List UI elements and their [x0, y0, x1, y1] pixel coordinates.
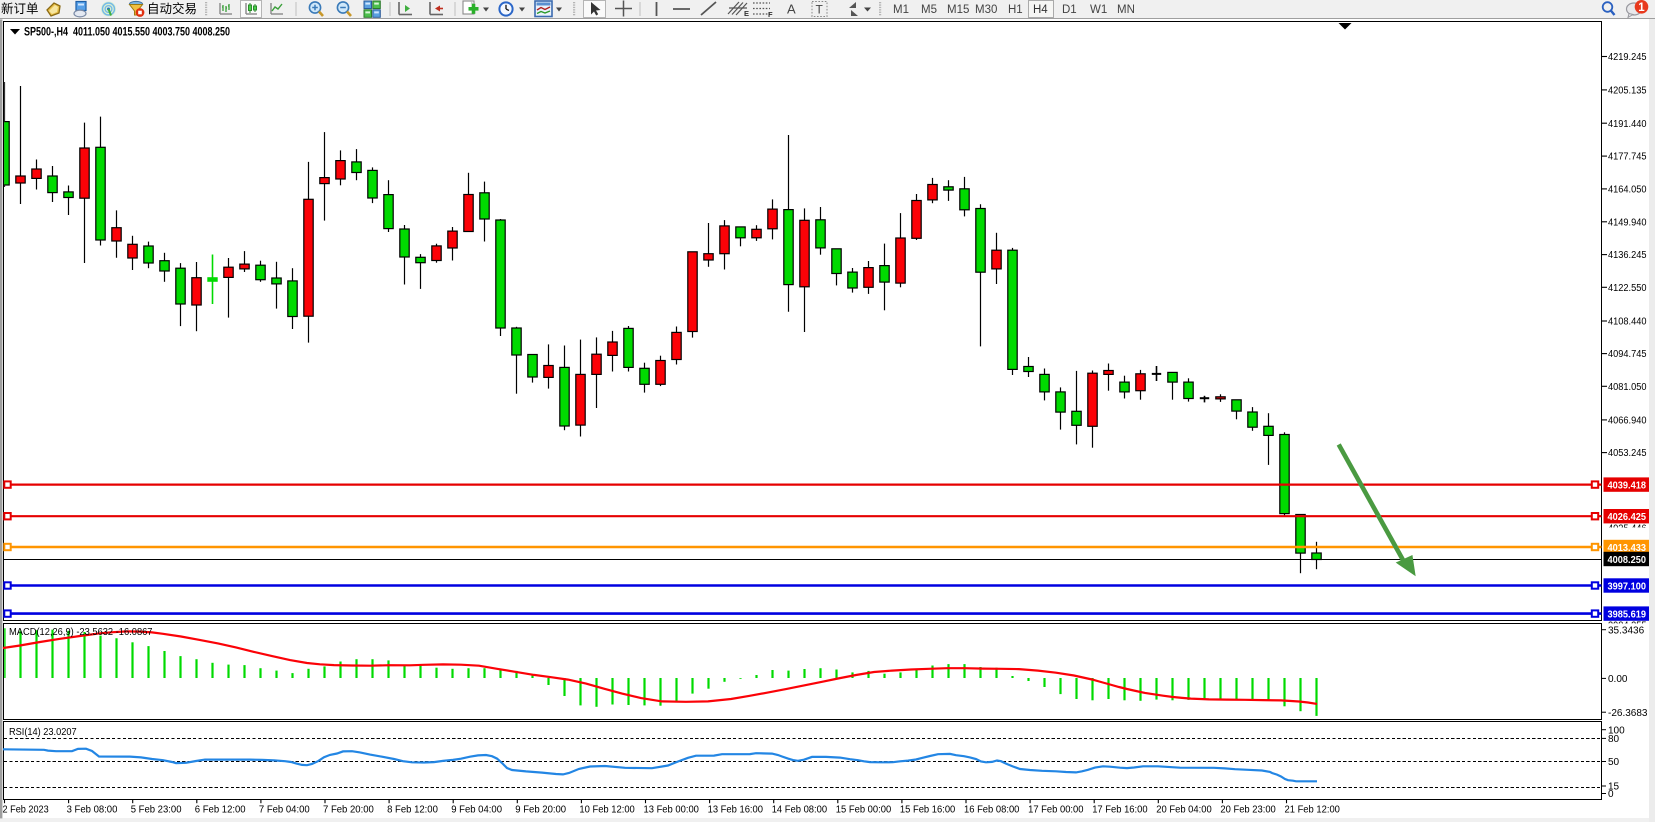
svg-text:M15: M15 — [947, 4, 969, 16]
svg-text:自动交易: 自动交易 — [147, 1, 197, 16]
svg-text:4164.050: 4164.050 — [1608, 185, 1647, 196]
svg-text:W1: W1 — [1090, 4, 1107, 16]
svg-text:4039.418: 4039.418 — [1608, 480, 1647, 492]
svg-text:H4: H4 — [1033, 4, 1048, 16]
svg-text:8 Feb 12:00: 8 Feb 12:00 — [387, 804, 438, 815]
svg-text:35.3436: 35.3436 — [1608, 625, 1645, 636]
svg-text:4026.425: 4026.425 — [1608, 511, 1647, 523]
svg-text:7 Feb 20:00: 7 Feb 20:00 — [323, 804, 374, 815]
svg-text:F: F — [768, 10, 773, 19]
svg-text:T: T — [816, 3, 824, 17]
svg-text:13 Feb 00:00: 13 Feb 00:00 — [644, 804, 700, 815]
svg-text:4219.245: 4219.245 — [1608, 52, 1647, 63]
svg-text:4149.940: 4149.940 — [1608, 217, 1647, 228]
svg-text:4136.245: 4136.245 — [1608, 250, 1647, 261]
svg-text:3 Feb 08:00: 3 Feb 08:00 — [67, 804, 118, 815]
svg-text:D1: D1 — [1062, 4, 1077, 16]
svg-text:3984.355: 3984.355 — [1608, 620, 1647, 631]
svg-text:3997.100: 3997.100 — [1608, 581, 1647, 593]
svg-text:5 Feb 23:00: 5 Feb 23:00 — [131, 804, 182, 815]
svg-text:4177.745: 4177.745 — [1608, 152, 1647, 163]
svg-text:1: 1 — [1638, 2, 1645, 14]
svg-text:15 Feb 16:00: 15 Feb 16:00 — [900, 804, 956, 815]
svg-text:20 Feb 04:00: 20 Feb 04:00 — [1156, 804, 1212, 815]
svg-text:M5: M5 — [921, 4, 937, 16]
svg-text:SP500-,H4 4011.050 4015.550 4: SP500-,H4 4011.050 4015.550 4003.750 400… — [24, 27, 230, 39]
svg-text:4008.250: 4008.250 — [1608, 554, 1647, 566]
svg-text:6 Feb 12:00: 6 Feb 12:00 — [195, 804, 246, 815]
svg-text:4094.745: 4094.745 — [1608, 349, 1647, 360]
svg-text:15: 15 — [1608, 782, 1620, 793]
svg-text:0.00: 0.00 — [1608, 674, 1628, 685]
svg-text:13 Feb 16:00: 13 Feb 16:00 — [708, 804, 764, 815]
svg-text:4108.440: 4108.440 — [1608, 317, 1647, 328]
svg-text:A: A — [787, 2, 796, 17]
svg-text:21 Feb 12:00: 21 Feb 12:00 — [1285, 804, 1341, 815]
svg-text:4205.135: 4205.135 — [1608, 86, 1647, 97]
svg-text:H1: H1 — [1008, 4, 1023, 16]
svg-text:RSI(14) 23.0207: RSI(14) 23.0207 — [9, 726, 77, 738]
svg-text:M1: M1 — [893, 4, 909, 16]
svg-text:9 Feb 20:00: 9 Feb 20:00 — [515, 804, 566, 815]
svg-text:3985.619: 3985.619 — [1608, 609, 1647, 621]
svg-text:E: E — [744, 9, 749, 18]
svg-text:14 Feb 08:00: 14 Feb 08:00 — [772, 804, 828, 815]
svg-text:17 Feb 00:00: 17 Feb 00:00 — [1028, 804, 1084, 815]
svg-text:10 Feb 12:00: 10 Feb 12:00 — [579, 804, 635, 815]
svg-text:4053.245: 4053.245 — [1608, 448, 1647, 459]
svg-text:50: 50 — [1608, 757, 1620, 768]
svg-text:4025.446: 4025.446 — [1608, 524, 1647, 535]
svg-text:4122.550: 4122.550 — [1608, 283, 1647, 294]
svg-text:MN: MN — [1117, 4, 1135, 16]
svg-text:2 Feb 2023: 2 Feb 2023 — [3, 804, 50, 815]
svg-text:17 Feb 16:00: 17 Feb 16:00 — [1092, 804, 1148, 815]
svg-text:0: 0 — [1608, 789, 1614, 800]
svg-text:20 Feb 23:00: 20 Feb 23:00 — [1220, 804, 1276, 815]
svg-text:-26.3683: -26.3683 — [1608, 708, 1648, 719]
svg-text:MACD(12,26,9) -23.5632 -16.086: MACD(12,26,9) -23.5632 -16.0867 — [9, 626, 153, 638]
svg-text:9 Feb 04:00: 9 Feb 04:00 — [451, 804, 502, 815]
svg-text:80: 80 — [1608, 734, 1620, 745]
svg-text:4081.050: 4081.050 — [1608, 382, 1647, 393]
svg-text:16 Feb 08:00: 16 Feb 08:00 — [964, 804, 1020, 815]
svg-text:新订单: 新订单 — [1, 1, 39, 16]
svg-text:4013.433: 4013.433 — [1608, 542, 1647, 554]
svg-text:7 Feb 04:00: 7 Feb 04:00 — [259, 804, 310, 815]
svg-text:4191.440: 4191.440 — [1608, 119, 1647, 130]
svg-text:M30: M30 — [975, 4, 997, 16]
svg-text:15 Feb 00:00: 15 Feb 00:00 — [836, 804, 892, 815]
svg-text:100: 100 — [1608, 725, 1625, 736]
svg-text:4066.940: 4066.940 — [1608, 416, 1647, 427]
